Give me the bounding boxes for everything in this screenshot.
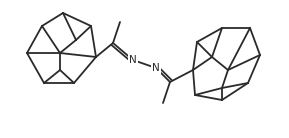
Text: N: N [152,63,160,73]
Text: N: N [129,55,137,65]
